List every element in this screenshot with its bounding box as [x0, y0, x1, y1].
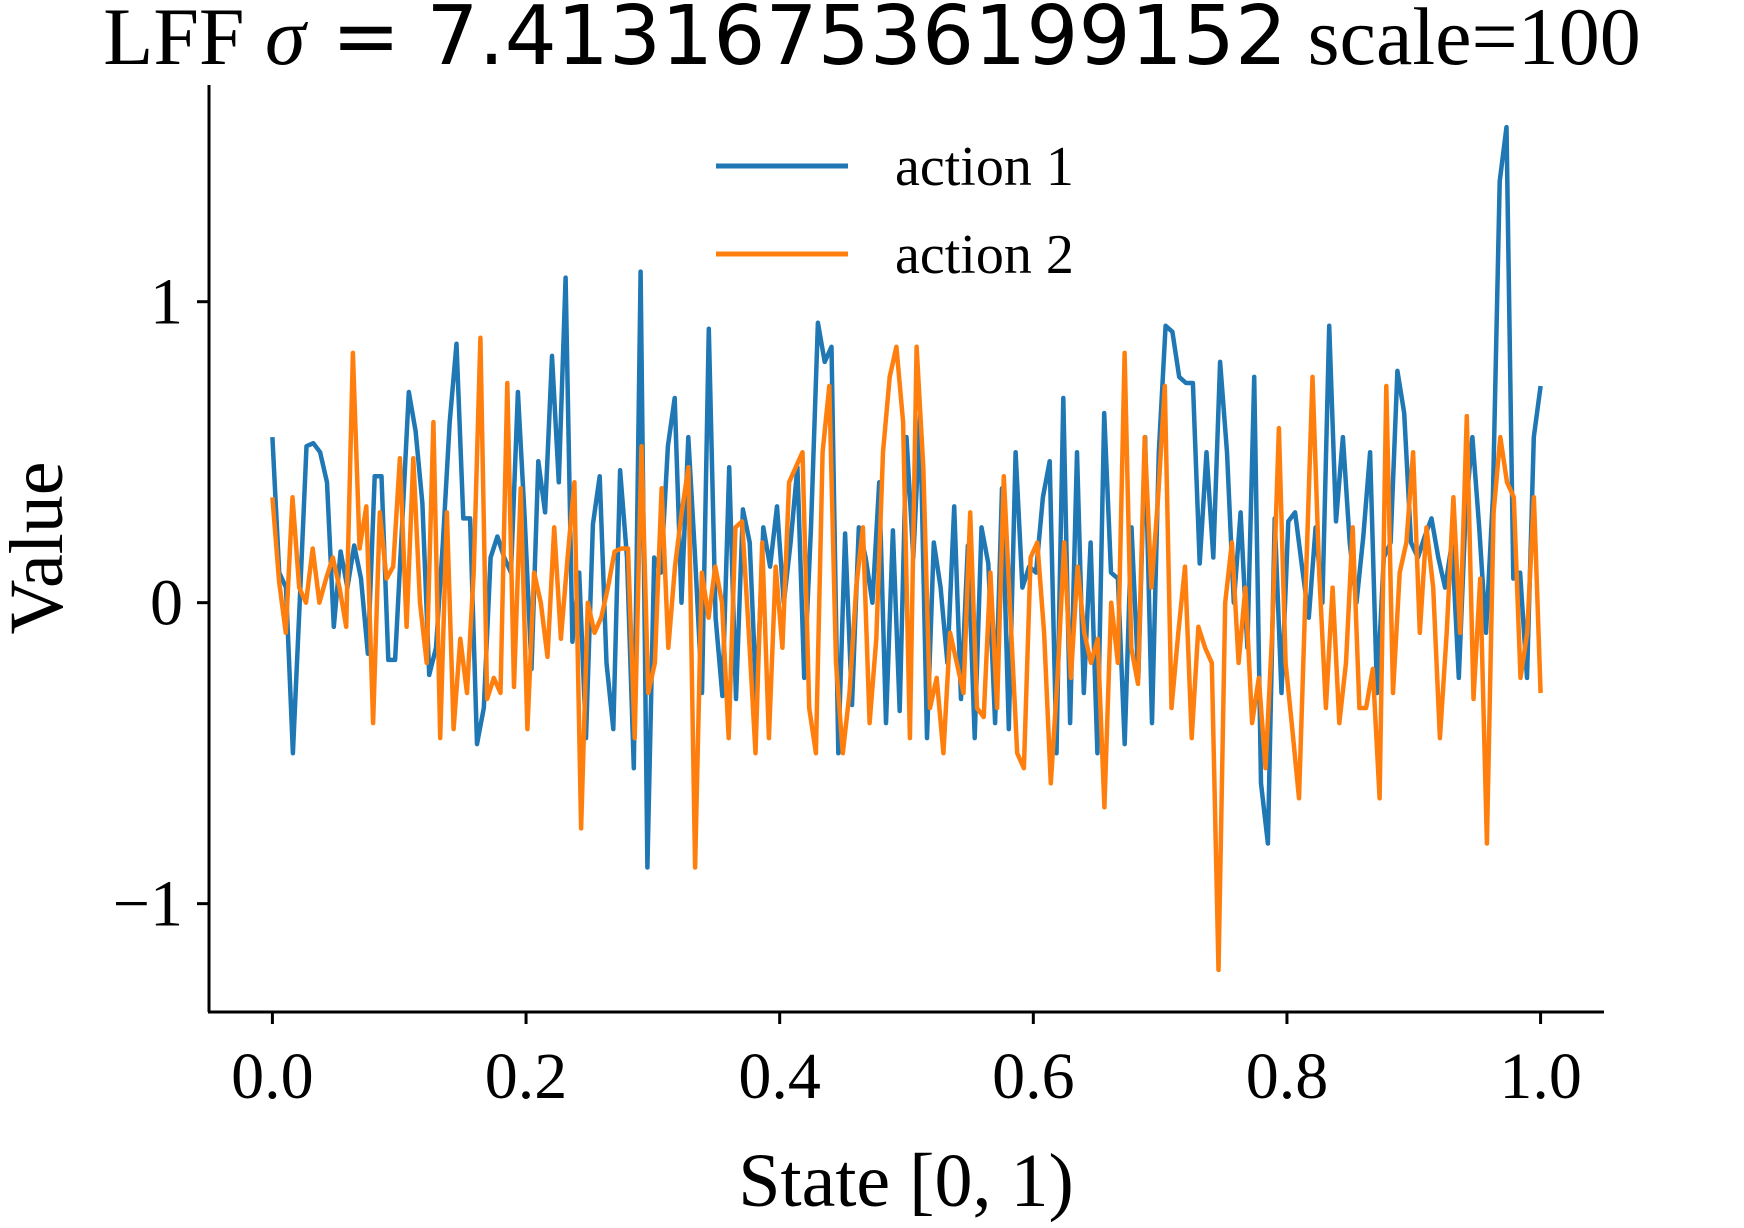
x-tick-label: 0.4: [738, 1040, 821, 1113]
title-sigma-symbol: σ: [265, 0, 309, 82]
title-suffix: scale=100: [1287, 0, 1641, 82]
x-axis-label: State [0, 1): [738, 1139, 1074, 1223]
y-tick-label: 1: [150, 266, 183, 339]
legend-label-action-2: action 2: [895, 224, 1074, 286]
chart-title: LFF σ = 7.413167536199152 scale=100: [103, 0, 1641, 84]
title-sigma-value: = 7.413167536199152: [306, 0, 1288, 84]
legend: action 1 action 2: [716, 136, 1074, 286]
legend-label-action-1: action 1: [895, 136, 1074, 198]
x-tick-label: 0.6: [992, 1040, 1075, 1113]
series-line-action-1: [270, 124, 1543, 870]
y-tick-label: −1: [113, 868, 183, 941]
y-axis-label: Value: [0, 461, 79, 634]
x-ticks: 0.0 0.2 0.4 0.6 0.8 1.0: [231, 1012, 1582, 1113]
x-tick-label: 0.8: [1246, 1040, 1329, 1113]
title-prefix: LFF: [103, 0, 265, 82]
series-line-action-2: [270, 335, 1543, 973]
x-tick-label: 1.0: [1499, 1040, 1582, 1113]
x-tick-label: 0.0: [231, 1040, 314, 1113]
y-tick-label: 0: [150, 567, 183, 640]
series-layer: [270, 124, 1543, 973]
y-ticks: −1 0 1: [113, 266, 209, 941]
x-tick-label: 0.2: [485, 1040, 568, 1113]
